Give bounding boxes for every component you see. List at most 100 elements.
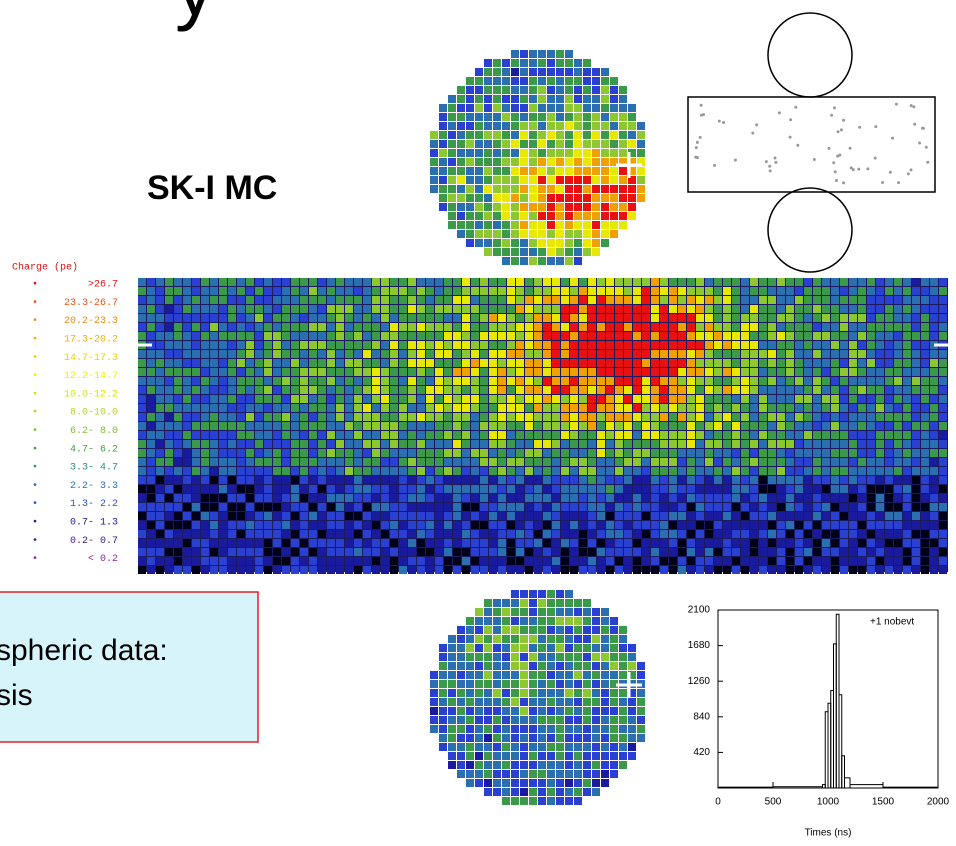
pmt-hit — [390, 431, 398, 439]
pmt-hit — [354, 368, 362, 376]
pmt-hit — [534, 530, 542, 538]
pmt-hit — [502, 122, 510, 130]
pmt-hit — [741, 395, 749, 403]
pmt-hit — [849, 458, 857, 466]
pmt-hit — [876, 359, 884, 367]
pmt-hit — [651, 332, 659, 340]
pmt-hit — [156, 278, 164, 286]
pmt-hit — [439, 707, 447, 715]
pmt-hit — [417, 395, 425, 403]
pmt-hit — [651, 503, 659, 511]
pmt-hit — [228, 449, 236, 457]
pmt-hit — [399, 296, 407, 304]
pmt-hit — [885, 431, 893, 439]
pmt-hit — [615, 449, 623, 457]
pmt-hit — [210, 377, 218, 385]
pmt-hit — [201, 386, 209, 394]
pmt-hit — [489, 395, 497, 403]
pmt-hit — [489, 359, 497, 367]
pmt-hit — [381, 305, 389, 313]
pmt-hit — [651, 305, 659, 313]
pmt-hit — [246, 548, 254, 556]
pmt-hit — [417, 413, 425, 421]
pmt-hit — [255, 431, 263, 439]
pmt-hit — [556, 257, 564, 265]
pmt-hit — [255, 368, 263, 376]
pmt-hit — [633, 332, 641, 340]
pmt-hit — [894, 476, 902, 484]
pmt-hit — [583, 140, 591, 148]
pmt-hit — [462, 386, 470, 394]
pmt-hit — [687, 449, 695, 457]
pmt-hit — [511, 158, 519, 166]
pmt-hit — [156, 413, 164, 421]
pmt-hit — [471, 341, 479, 349]
pmt-hit — [237, 368, 245, 376]
pmt-hit — [453, 458, 461, 466]
pmt-hit — [615, 539, 623, 547]
pmt-hit — [219, 440, 227, 448]
pmt-hit — [579, 359, 587, 367]
pmt-hit — [547, 131, 555, 139]
pmt-hit — [255, 395, 263, 403]
pmt-hit — [903, 449, 911, 457]
pmt-hit — [462, 566, 470, 574]
pmt-hit — [300, 530, 308, 538]
pmt-hit — [579, 512, 587, 520]
pmt-hit — [813, 503, 821, 511]
pmt-hit — [489, 539, 497, 547]
pmt-hit — [147, 458, 155, 466]
pmt-hit — [255, 557, 263, 565]
pmt-hit — [138, 494, 146, 502]
pmt-hit — [606, 422, 614, 430]
pmt-hit — [556, 671, 564, 679]
pmt-hit — [831, 539, 839, 547]
pmt-hit — [345, 377, 353, 385]
pmt-hit — [840, 557, 848, 565]
pmt-hit — [237, 431, 245, 439]
pmt-hit — [637, 698, 645, 706]
pmt-hit — [345, 539, 353, 547]
pmt-hit — [930, 449, 938, 457]
pmt-hit — [300, 440, 308, 448]
pmt-hit — [475, 707, 483, 715]
pmt-hit — [471, 449, 479, 457]
pmt-hit — [714, 503, 722, 511]
pmt-hit — [246, 431, 254, 439]
pmt-hit — [592, 221, 600, 229]
pmt-hit — [165, 422, 173, 430]
od-hit — [835, 179, 838, 182]
pmt-hit — [610, 689, 618, 697]
pmt-hit — [732, 305, 740, 313]
pmt-hit — [579, 449, 587, 457]
pmt-hit — [264, 557, 272, 565]
pmt-hit — [903, 521, 911, 529]
pmt-hit — [714, 368, 722, 376]
pmt-hit — [525, 296, 533, 304]
pmt-hit — [426, 368, 434, 376]
pmt-hit — [444, 548, 452, 556]
pmt-hit — [520, 590, 528, 598]
pmt-hit — [372, 377, 380, 385]
pmt-hit — [435, 476, 443, 484]
pmt-hit — [336, 485, 344, 493]
pmt-hit — [669, 422, 677, 430]
pmt-hit — [750, 539, 758, 547]
pmt-hit — [516, 296, 524, 304]
pmt-hit — [448, 653, 456, 661]
pmt-hit — [471, 395, 479, 403]
pmt-hit — [318, 557, 326, 565]
pmt-hit — [741, 413, 749, 421]
pmt-hit — [156, 422, 164, 430]
pmt-hit — [453, 512, 461, 520]
pmt-hit — [624, 296, 632, 304]
pmt-hit — [453, 557, 461, 565]
pmt-hit — [529, 788, 537, 796]
pmt-hit — [921, 530, 929, 538]
pmt-hit — [138, 395, 146, 403]
pmt-hit — [939, 305, 947, 313]
pmt-hit — [804, 368, 812, 376]
pmt-hit — [579, 476, 587, 484]
pmt-hit — [529, 779, 537, 787]
pmt-hit — [732, 548, 740, 556]
